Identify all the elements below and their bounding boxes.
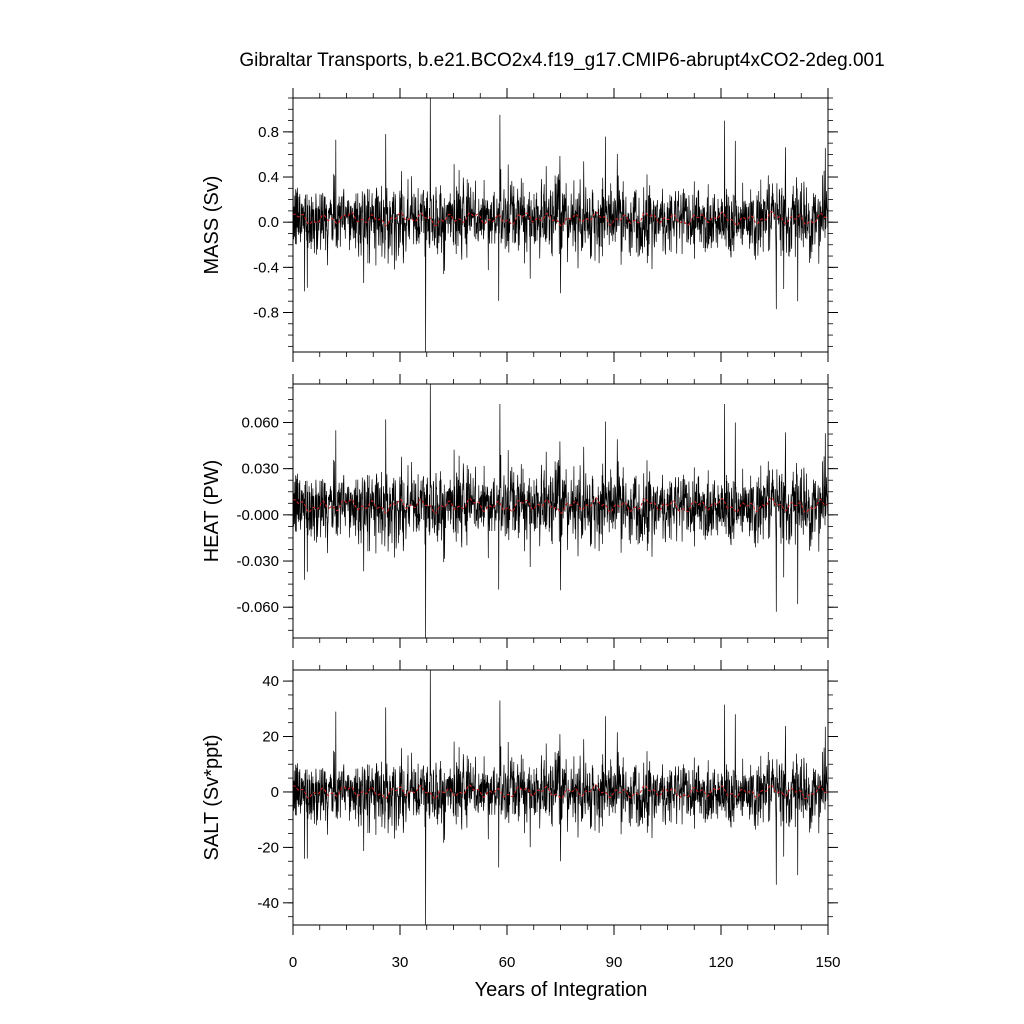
y-tick-label: 0.030 <box>241 461 279 478</box>
y-tick-label: -0.4 <box>253 259 279 276</box>
y-tick-label: -0.030 <box>236 553 279 570</box>
y-tick-label: -0.060 <box>236 599 279 616</box>
y-axis-title: SALT (Sv*ppt) <box>201 735 223 861</box>
chart-panels: 0.8 0.4 0.0 -0.4 -0.8 MASS (Sv) 0.060 0.030 -0.0… <box>201 88 841 971</box>
x-tick-label: 0 <box>289 954 297 971</box>
y-tick-label: 0.060 <box>241 414 279 431</box>
panel-3: 40 20 0 -20 -40 SALT (Sv*ppt) <box>201 660 838 935</box>
x-tick-label: 90 <box>606 954 623 971</box>
y-tick-label: -0.000 <box>236 507 279 524</box>
x-tick-label: 30 <box>392 954 409 971</box>
smoothed-series-line <box>293 211 828 227</box>
y-tick-label: 0.8 <box>258 124 279 141</box>
x-tick-label: 120 <box>708 954 733 971</box>
raw-series-line <box>293 98 828 352</box>
smoothed-series-line <box>293 784 828 800</box>
y-tick-label: -20 <box>257 839 279 856</box>
y-tick-label: -0.8 <box>253 304 279 321</box>
y-axis-title: MASS (Sv) <box>201 176 223 275</box>
smoothed-series-line <box>293 497 828 514</box>
panel-2: 0.060 0.030 -0.000 -0.030 -0.060 HEAT (PW) <box>201 374 838 648</box>
y-axis-title: HEAT (PW) <box>201 460 223 563</box>
panel-1: 0.8 0.4 0.0 -0.4 -0.8 MASS (Sv) <box>201 88 838 362</box>
x-axis-title: Years of Integration <box>475 979 648 1001</box>
y-tick-label: -40 <box>257 895 279 912</box>
raw-series-line <box>293 384 828 638</box>
chart-title: Gibraltar Transports, b.e21.BCO2x4.f19_g… <box>239 50 884 71</box>
raw-series-line <box>293 670 828 925</box>
y-tick-label: 0.0 <box>258 214 279 231</box>
x-tick-label: 150 <box>815 954 840 971</box>
y-tick-label: 0 <box>271 784 279 801</box>
y-tick-label: 20 <box>262 729 279 746</box>
y-tick-label: 40 <box>262 673 279 690</box>
x-tick-label: 60 <box>499 954 516 971</box>
y-tick-label: 0.4 <box>258 169 279 186</box>
